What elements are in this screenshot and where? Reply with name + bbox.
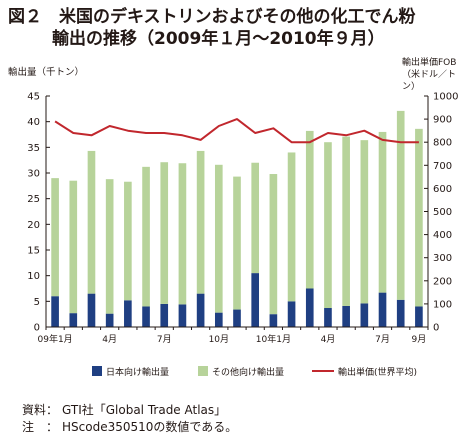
bar-japan bbox=[251, 273, 260, 327]
y-tick-label: 25 bbox=[27, 194, 40, 205]
bar-japan bbox=[324, 308, 332, 327]
bar-other bbox=[51, 178, 59, 297]
bar-other bbox=[287, 152, 296, 302]
y2-tick-label: 500 bbox=[433, 207, 452, 218]
bar-japan bbox=[196, 293, 205, 327]
bar-japan bbox=[87, 293, 96, 327]
bar-other bbox=[360, 140, 369, 304]
y-axis-right-label-line2: （米ドル／トン） bbox=[402, 70, 457, 92]
legend-label-other: その他向け輸出量 bbox=[212, 366, 284, 378]
bar-japan bbox=[105, 313, 114, 327]
bar-other bbox=[269, 174, 278, 315]
y-tick-label: 40 bbox=[27, 117, 40, 128]
bar-japan bbox=[415, 306, 423, 327]
y2-tick-label: 600 bbox=[433, 184, 452, 195]
bar-japan bbox=[214, 312, 223, 327]
bar-japan bbox=[342, 305, 350, 327]
bar-other bbox=[196, 150, 205, 294]
bar-japan bbox=[142, 306, 150, 327]
bar-japan bbox=[51, 296, 59, 327]
bar-other bbox=[214, 164, 223, 313]
y-tick-label: 30 bbox=[27, 169, 40, 180]
source-line: 資料： GTI社「Global Trade Atlas」 bbox=[22, 402, 237, 419]
bar-other bbox=[342, 136, 350, 306]
x-tick-label: 9月 bbox=[412, 334, 427, 345]
bar-japan bbox=[160, 303, 169, 327]
x-tick-label: 09年1月 bbox=[38, 333, 73, 345]
bar-japan bbox=[360, 303, 369, 327]
bar-other bbox=[305, 130, 314, 289]
note-label: 注 ： bbox=[22, 420, 59, 434]
legend-label-price: 輸出単価(世界平均) bbox=[338, 366, 417, 378]
bar-other bbox=[396, 110, 405, 300]
y2-tick-label: 300 bbox=[433, 253, 452, 264]
bar-japan bbox=[269, 314, 278, 327]
y2-tick-label: 700 bbox=[433, 161, 452, 172]
bar-other bbox=[69, 180, 78, 314]
title-line-1: 図２ 米国のデキストリンおよびその他の化工でん粉 bbox=[8, 7, 416, 27]
bar-japan bbox=[396, 299, 405, 327]
bar-japan bbox=[287, 301, 296, 327]
y2-tick-label: 1000 bbox=[433, 92, 458, 103]
bar-other bbox=[324, 142, 332, 309]
y2-tick-label: 800 bbox=[433, 138, 452, 149]
bar-japan bbox=[178, 304, 187, 327]
bar-japan bbox=[378, 292, 387, 327]
bar-other bbox=[87, 150, 96, 294]
y-tick-label: 0 bbox=[34, 323, 40, 334]
bar-japan bbox=[69, 313, 78, 327]
y-axis-right-label: 輸出単価FOB （米ドル／トン） bbox=[402, 57, 464, 93]
y2-tick-label: 900 bbox=[433, 115, 452, 126]
y-tick-label: 45 bbox=[27, 92, 40, 103]
y2-tick-label: 200 bbox=[433, 276, 452, 287]
source-notes: 資料： GTI社「Global Trade Atlas」 注 ： HScode350… bbox=[22, 402, 237, 436]
bar-other bbox=[415, 128, 423, 307]
bar-other bbox=[142, 166, 150, 307]
bar-japan bbox=[305, 288, 314, 327]
note-text: HScode350510の数値である。 bbox=[62, 420, 238, 434]
x-tick-label: 7月 bbox=[157, 334, 172, 345]
chart-title: 図２ 米国のデキストリンおよびその他の化工でん粉 輸出の推移（2009年１月〜2… bbox=[8, 6, 468, 50]
x-tick-label: 10年1月 bbox=[256, 333, 291, 345]
y-tick-label: 5 bbox=[34, 297, 40, 308]
x-tick-label: 4月 bbox=[102, 334, 117, 345]
title-line-2: 輸出の推移（2009年１月〜2010年９月） bbox=[52, 29, 385, 49]
y-tick-label: 20 bbox=[27, 220, 40, 231]
source-text: GTI社「Global Trade Atlas」 bbox=[62, 403, 227, 417]
y2-tick-label: 0 bbox=[433, 323, 439, 334]
y-tick-label: 35 bbox=[27, 143, 40, 154]
bar-other bbox=[233, 176, 241, 310]
x-tick-label: 10月 bbox=[209, 334, 229, 345]
y-tick-label: 10 bbox=[27, 271, 40, 282]
note-line: 注 ： HScode350510の数値である。 bbox=[22, 419, 237, 436]
bar-other bbox=[251, 162, 260, 274]
y2-tick-label: 100 bbox=[433, 299, 452, 310]
bar-other bbox=[105, 179, 114, 314]
bar-other bbox=[378, 131, 387, 293]
y-axis-left-label: 輸出量（千トン） bbox=[8, 67, 85, 78]
bar-other bbox=[160, 162, 169, 304]
bar-other bbox=[178, 163, 187, 305]
price-line bbox=[54, 118, 419, 144]
bar-other bbox=[124, 181, 132, 301]
legend-label-japan: 日本向け輸出量 bbox=[106, 366, 169, 378]
y2-tick-label: 400 bbox=[433, 230, 452, 241]
bar-japan bbox=[124, 300, 132, 327]
y-axis-right-label-line1: 輸出単価FOB bbox=[402, 58, 457, 68]
x-tick-label: 4月 bbox=[321, 334, 336, 345]
y-tick-label: 15 bbox=[27, 246, 40, 257]
source-label: 資料： bbox=[22, 403, 59, 417]
legend-swatch-other bbox=[198, 366, 208, 376]
legend-swatch-japan bbox=[92, 366, 102, 376]
bar-japan bbox=[233, 309, 241, 327]
x-tick-label: 7月 bbox=[375, 334, 390, 345]
